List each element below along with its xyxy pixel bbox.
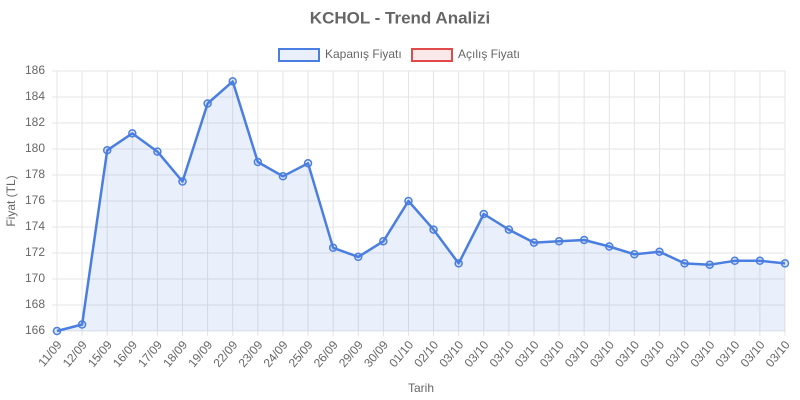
point [128,129,137,138]
point [379,237,388,246]
y-tick-label: 176 [25,193,45,207]
x-tick-label: 26/09 [311,338,341,370]
x-tick-label: 03/10 [461,338,491,370]
x-tick-label: 03/10 [487,338,517,370]
chart-title: KCHOL - Trend Analizi [310,8,490,27]
point [102,146,112,155]
point [680,259,689,268]
y-tick-label: 172 [25,245,45,259]
area [57,81,785,332]
x-tick-label: 12/09 [60,338,90,370]
point [780,259,790,268]
point [529,238,539,247]
y-axis-title: Fiyat (TL) [4,175,18,226]
x-axis-title: Tarih [408,381,434,395]
x-tick-label: 03/10 [763,338,793,370]
x-tick-label: 29/09 [336,338,366,370]
point [554,237,564,246]
y-tick-label: 180 [25,141,45,155]
x-tick-label: 03/10 [562,338,592,370]
y-tick-label: 174 [25,219,45,233]
point [755,256,765,266]
legend-swatch [278,48,320,62]
point [328,243,338,253]
point [253,157,263,167]
x-tick-label: 03/10 [436,338,466,370]
x-tick-label: 03/10 [662,338,692,370]
x-tick-label: 03/10 [687,338,717,370]
x-tick-label: 03/10 [738,338,768,370]
point [454,259,463,268]
point [429,225,438,234]
point [178,177,187,186]
x-tick-label: 02/10 [411,338,441,370]
x-tick-label: 03/10 [587,338,617,370]
y-tick-label: 182 [25,115,45,129]
x-tick-label: 03/10 [712,338,742,370]
legend-label: Kapanış Fiyatı [325,47,402,61]
y-tick-label: 168 [25,297,45,311]
point [479,209,489,219]
x-tick-label: 03/10 [637,338,667,370]
point [153,147,162,156]
x-tick-label: 23/09 [236,338,266,370]
x-tick-label: 25/09 [286,338,316,370]
point [504,225,514,234]
point [52,326,62,336]
x-tick-label: 18/09 [160,338,190,370]
x-tick-label: 19/09 [185,338,215,370]
legend-label: Açılış Fiyatı [458,47,520,61]
x-tick-label: 22/09 [210,338,240,370]
point [630,250,639,259]
x-tick-label: 11/09 [35,338,65,370]
point [730,256,740,266]
x-tick-label: 24/09 [261,338,291,370]
x-tick-label: 30/09 [361,338,391,370]
x-tick-label: 17/09 [135,338,165,370]
y-tick-label: 186 [25,63,45,77]
point [705,260,714,269]
y-tick-label: 184 [25,89,45,103]
point [77,320,87,329]
x-tick-label: 16/09 [110,338,140,370]
y-tick-label: 170 [25,271,45,285]
x-tick-label: 01/10 [386,338,416,370]
line [56,80,786,333]
point [353,252,363,262]
y-tick-label: 178 [25,167,45,181]
legend-swatch [411,48,453,62]
point [203,99,212,108]
y-tick-label: 166 [25,323,45,337]
point [404,196,413,206]
x-tick-label: 03/10 [537,338,567,370]
point [228,77,237,86]
point [655,247,664,256]
x-tick-label: 03/10 [512,338,542,370]
x-tick-label: 03/10 [612,338,642,370]
point [303,159,313,168]
point [579,235,589,245]
x-tick-label: 15/09 [85,338,115,370]
point [605,242,614,251]
point [278,172,288,181]
